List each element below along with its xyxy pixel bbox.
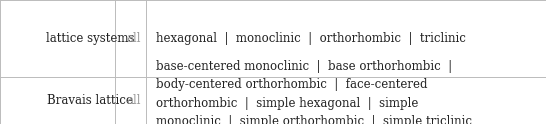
Text: all: all [127, 32, 141, 45]
Text: base-centered monoclinic  |  base orthorhombic  |
body-centered orthorhombic  | : base-centered monoclinic | base orthorho… [156, 60, 472, 124]
Text: hexagonal  |  monoclinic  |  orthorhombic  |  triclinic: hexagonal | monoclinic | orthorhombic | … [156, 32, 466, 45]
Text: Bravais lattice: Bravais lattice [47, 94, 133, 107]
Text: lattice systems: lattice systems [46, 32, 134, 45]
Text: all: all [127, 94, 141, 107]
